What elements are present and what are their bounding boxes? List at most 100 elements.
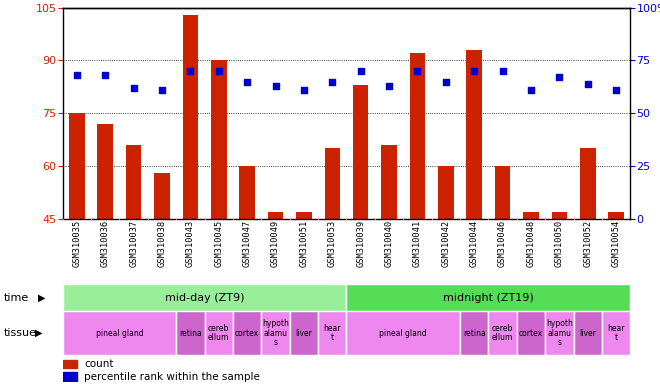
Point — [72, 72, 82, 78]
Bar — [552, 212, 567, 377]
Text: count: count — [84, 359, 114, 369]
Text: GSM310051: GSM310051 — [300, 220, 308, 267]
Text: liver: liver — [579, 329, 596, 338]
Bar — [69, 113, 84, 377]
Text: retina: retina — [463, 329, 486, 338]
Text: percentile rank within the sample: percentile rank within the sample — [84, 372, 260, 382]
Point — [156, 87, 167, 93]
Bar — [574, 311, 602, 355]
Text: GSM310037: GSM310037 — [129, 220, 138, 267]
Text: GSM310048: GSM310048 — [527, 220, 535, 267]
Bar — [154, 173, 170, 377]
Bar — [346, 284, 630, 311]
Text: GSM310040: GSM310040 — [385, 220, 393, 267]
Bar — [523, 212, 539, 377]
Bar — [517, 311, 545, 355]
Text: GSM310039: GSM310039 — [356, 220, 365, 267]
Bar — [467, 50, 482, 377]
Bar — [126, 145, 141, 377]
Text: cortex: cortex — [235, 329, 259, 338]
Bar — [240, 166, 255, 377]
Bar — [318, 311, 346, 355]
Bar — [98, 124, 113, 377]
Text: cereb
ellum: cereb ellum — [208, 324, 230, 343]
Text: mid-day (ZT9): mid-day (ZT9) — [165, 293, 244, 303]
Bar — [346, 311, 460, 355]
Text: GSM310044: GSM310044 — [470, 220, 478, 267]
Text: GSM310045: GSM310045 — [214, 220, 223, 267]
Text: GSM310043: GSM310043 — [186, 220, 195, 267]
Bar — [353, 85, 368, 377]
Point — [525, 87, 536, 93]
Bar — [268, 212, 283, 377]
Bar — [495, 166, 510, 377]
Text: hypoth
alamu
s: hypoth alamu s — [262, 319, 289, 347]
Text: hypoth
alamu
s: hypoth alamu s — [546, 319, 573, 347]
Point — [582, 81, 593, 87]
Bar — [296, 212, 312, 377]
Text: GSM310038: GSM310038 — [158, 220, 166, 267]
Bar — [381, 145, 397, 377]
Bar — [63, 284, 346, 311]
Text: GSM310049: GSM310049 — [271, 220, 280, 267]
Point — [440, 79, 451, 85]
Text: cereb
ellum: cereb ellum — [492, 324, 513, 343]
Point — [270, 83, 280, 89]
Point — [355, 68, 366, 74]
Point — [554, 74, 564, 81]
Text: pineal gland: pineal gland — [379, 329, 427, 338]
Bar — [410, 53, 425, 377]
Text: GSM310041: GSM310041 — [413, 220, 422, 267]
Bar — [63, 311, 176, 355]
Bar — [205, 311, 233, 355]
Bar — [211, 61, 226, 377]
Point — [497, 68, 508, 74]
Bar — [63, 359, 77, 368]
Point — [100, 72, 111, 78]
Text: pineal gland: pineal gland — [96, 329, 143, 338]
Bar — [602, 311, 630, 355]
Bar — [460, 311, 488, 355]
Point — [298, 87, 309, 93]
Text: GSM310054: GSM310054 — [612, 220, 620, 267]
Bar — [63, 372, 77, 381]
Text: midnight (ZT19): midnight (ZT19) — [443, 293, 534, 303]
Text: hear
t: hear t — [323, 324, 341, 343]
Text: GSM310035: GSM310035 — [73, 220, 81, 267]
Point — [128, 85, 139, 91]
Point — [242, 79, 252, 85]
Bar — [609, 212, 624, 377]
Text: GSM310042: GSM310042 — [442, 220, 450, 267]
Bar — [183, 15, 198, 377]
Bar — [488, 311, 517, 355]
Bar — [261, 311, 290, 355]
Text: GSM310052: GSM310052 — [583, 220, 592, 267]
Text: GSM310047: GSM310047 — [243, 220, 251, 267]
Point — [412, 68, 422, 74]
Text: GSM310050: GSM310050 — [555, 220, 564, 267]
Bar — [545, 311, 574, 355]
Text: tissue: tissue — [3, 328, 36, 338]
Text: cortex: cortex — [519, 329, 543, 338]
Bar — [438, 166, 453, 377]
Bar — [290, 311, 318, 355]
Bar — [325, 149, 340, 377]
Point — [213, 68, 224, 74]
Point — [327, 79, 337, 85]
Point — [610, 87, 621, 93]
Text: ▶: ▶ — [35, 328, 42, 338]
Point — [185, 68, 195, 74]
Text: ▶: ▶ — [38, 293, 45, 303]
Bar — [580, 149, 595, 377]
Point — [469, 68, 479, 74]
Text: GSM310046: GSM310046 — [498, 220, 507, 267]
Bar — [176, 311, 205, 355]
Text: retina: retina — [179, 329, 202, 338]
Text: time: time — [3, 293, 28, 303]
Bar — [233, 311, 261, 355]
Text: GSM310053: GSM310053 — [328, 220, 337, 267]
Text: GSM310036: GSM310036 — [101, 220, 110, 267]
Point — [383, 83, 394, 89]
Text: liver: liver — [296, 329, 312, 338]
Text: hear
t: hear t — [607, 324, 625, 343]
